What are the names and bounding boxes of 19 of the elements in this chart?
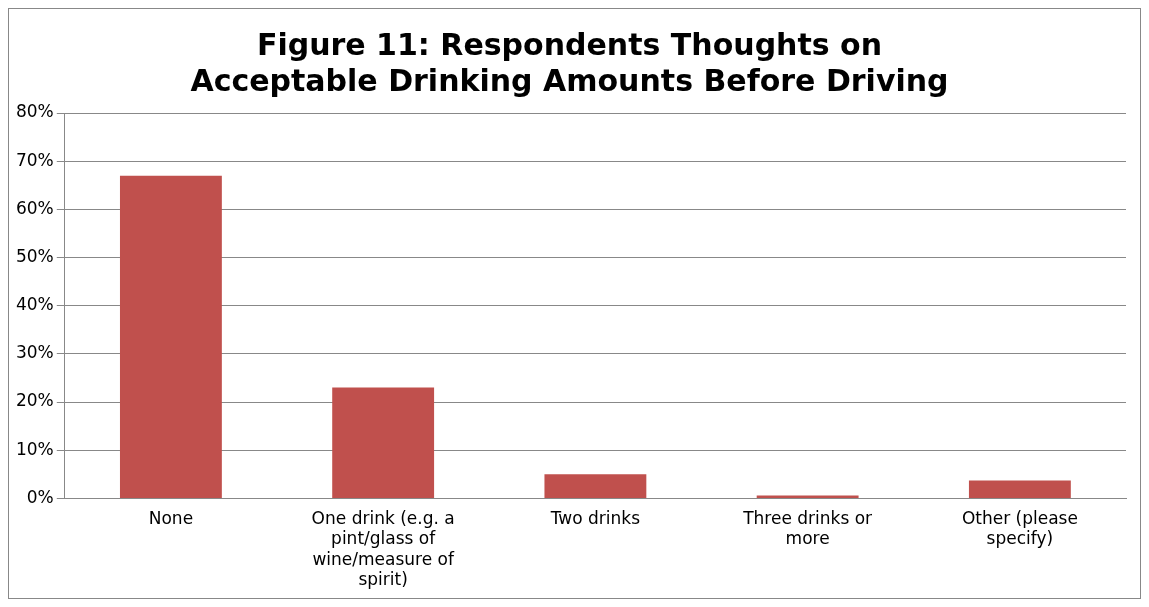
- y-tick-label: 50%: [15, 245, 54, 266]
- x-tick-label: Three drinks or more: [742, 508, 873, 549]
- y-tick-label: 30%: [15, 342, 54, 363]
- x-tick-label: None: [148, 508, 194, 529]
- x-tick-label: One drink (e.g. a pint/glass of wine/measure of spirit): [311, 508, 455, 590]
- y-tick-label: 40%: [15, 294, 54, 315]
- bar: [119, 175, 222, 498]
- y-tick-label: 60%: [15, 197, 54, 218]
- y-tick-label: 10%: [15, 438, 54, 459]
- bar: [968, 480, 1071, 498]
- y-tick-label: 20%: [15, 390, 54, 411]
- x-tick-label: Other (please specify): [961, 508, 1078, 549]
- y-tick-label: 70%: [15, 149, 54, 170]
- chart-title: Figure 11: Respondents Thoughts on Acceptable Drinking Amounts Before Driving: [190, 26, 949, 98]
- bar: [332, 387, 435, 498]
- bar: [544, 474, 647, 498]
- y-tick-label: 0%: [26, 486, 54, 507]
- y-tick-label: 80%: [15, 101, 54, 122]
- x-tick-label: Two drinks: [549, 508, 641, 529]
